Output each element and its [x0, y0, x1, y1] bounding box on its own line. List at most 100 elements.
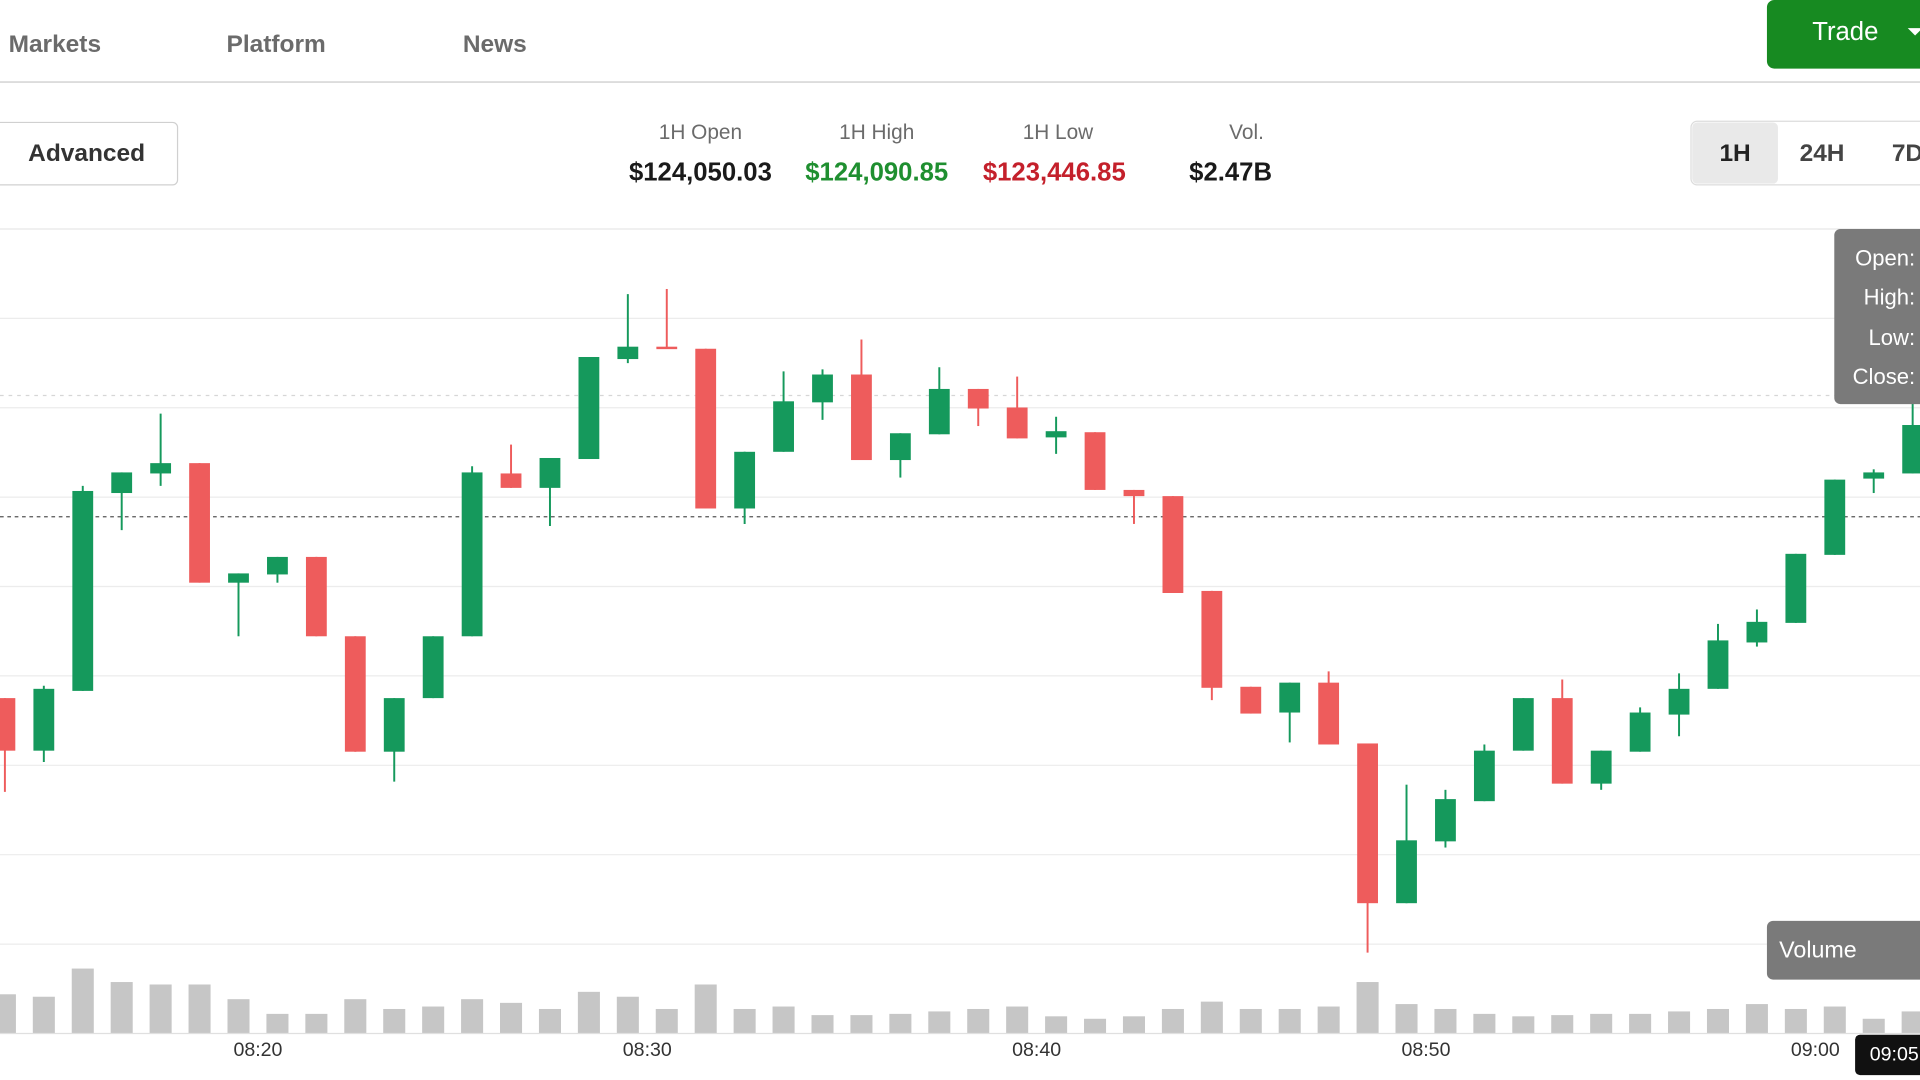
candle-body — [1512, 698, 1534, 751]
volume-bar — [422, 1006, 445, 1034]
tooltip — [1834, 228, 1920, 405]
volume-bar — [1434, 1008, 1457, 1034]
stat-value: $124,050.03 — [629, 159, 772, 187]
tooltip-label: Close: — [1853, 364, 1915, 389]
candle-body — [1045, 431, 1067, 438]
grid — [0, 317, 1920, 945]
volume-bar — [1551, 1015, 1574, 1034]
volume-bar — [1006, 1006, 1029, 1034]
candle-body — [1006, 407, 1028, 439]
volume-bar — [1901, 1011, 1920, 1034]
range-tab[interactable]: 7D — [1892, 140, 1920, 167]
candle-body — [1863, 472, 1885, 479]
candle-body — [539, 457, 561, 488]
volume-bar — [110, 982, 133, 1034]
stat-label: 1H Open — [659, 121, 742, 144]
volume-bar — [1668, 1011, 1691, 1034]
volume-bar — [305, 1013, 328, 1034]
advanced-label[interactable]: Advanced — [28, 140, 145, 167]
volume-bar — [1395, 1004, 1418, 1034]
volume-bar — [1784, 1008, 1807, 1034]
volume-bar — [1161, 1008, 1184, 1034]
candle-body — [889, 433, 911, 461]
volume-bar — [1239, 1008, 1262, 1034]
trade-label[interactable]: Trade — [1812, 18, 1878, 46]
trade-button[interactable] — [1766, 0, 1920, 69]
candle-body — [1668, 688, 1690, 715]
candle-body — [383, 698, 405, 752]
candle-body — [695, 348, 717, 509]
volume-bar — [266, 1013, 289, 1034]
range-tab[interactable]: 1H — [1719, 140, 1750, 167]
crosshair-time-box — [1855, 1034, 1920, 1076]
nav-item[interactable]: News — [463, 31, 527, 58]
nav-item[interactable]: Platform — [227, 31, 326, 58]
volume-bar — [1473, 1013, 1496, 1034]
volume-bar — [383, 1008, 406, 1034]
volume-bar — [889, 1013, 912, 1034]
tooltip-label: Open: — [1855, 245, 1915, 270]
stat-label: 1H High — [839, 121, 914, 144]
volume-bar — [71, 968, 94, 1034]
volume-bar — [1122, 1016, 1145, 1034]
candle-body — [928, 388, 950, 435]
candle-body — [344, 636, 366, 752]
tooltip-label: Low: — [1869, 325, 1916, 350]
candle-body — [72, 490, 94, 691]
candle-body — [1902, 425, 1920, 474]
candle-body — [656, 346, 678, 350]
stat-label: Vol. — [1229, 121, 1264, 144]
candle-body — [461, 472, 483, 637]
candle-body — [111, 472, 133, 494]
candle-body — [1084, 432, 1106, 490]
volume-bar — [538, 1008, 561, 1034]
stat-label: 1H Low — [1023, 121, 1094, 144]
volume-bar — [694, 984, 717, 1034]
range-tab[interactable]: 24H — [1800, 140, 1845, 167]
candle-body — [0, 698, 16, 751]
candle-body — [1435, 799, 1456, 842]
candle-body — [1590, 750, 1612, 784]
volume-bar — [655, 1008, 678, 1034]
volume-bar — [227, 999, 250, 1034]
nav-item[interactable]: Markets — [9, 31, 102, 58]
candle-body — [228, 573, 249, 583]
volume-bar — [32, 996, 55, 1034]
trade-caret — [1907, 28, 1920, 36]
volume-bar — [1045, 1016, 1068, 1034]
x-tick-label: 09:00 — [1791, 1039, 1840, 1061]
volume-bar — [188, 984, 211, 1034]
candle-body — [150, 463, 172, 474]
x-tick-label: 08:50 — [1401, 1039, 1450, 1061]
candle-body — [1785, 553, 1807, 623]
volume-bar — [733, 1008, 756, 1034]
advanced-button[interactable] — [0, 121, 179, 186]
volume-bar — [928, 1011, 951, 1034]
candle-body — [1707, 640, 1729, 689]
volume-bar — [1590, 1013, 1613, 1034]
volume-bar — [344, 999, 367, 1034]
candle-body — [1551, 698, 1573, 784]
candle-body — [967, 388, 989, 409]
volume-bar — [772, 1006, 795, 1034]
tooltip-label: High: — [1864, 285, 1915, 310]
volume-bar — [850, 1015, 873, 1034]
candle-body — [1318, 682, 1340, 745]
x-tick-label: 08:40 — [1012, 1039, 1061, 1061]
volume-bar — [1512, 1016, 1535, 1034]
volume-bar — [461, 999, 484, 1034]
candle-body — [1357, 743, 1378, 904]
volume-bar — [1862, 1018, 1885, 1034]
volume-bar — [1706, 1008, 1730, 1034]
marks — [0, 288, 1920, 1034]
volume-bar — [1745, 1004, 1768, 1034]
candle-body — [773, 401, 794, 452]
volume-bar — [967, 1008, 990, 1034]
volume-bar — [500, 1002, 523, 1034]
candle-body — [812, 374, 833, 403]
candle-body — [1123, 489, 1145, 497]
candle-body — [422, 636, 444, 699]
